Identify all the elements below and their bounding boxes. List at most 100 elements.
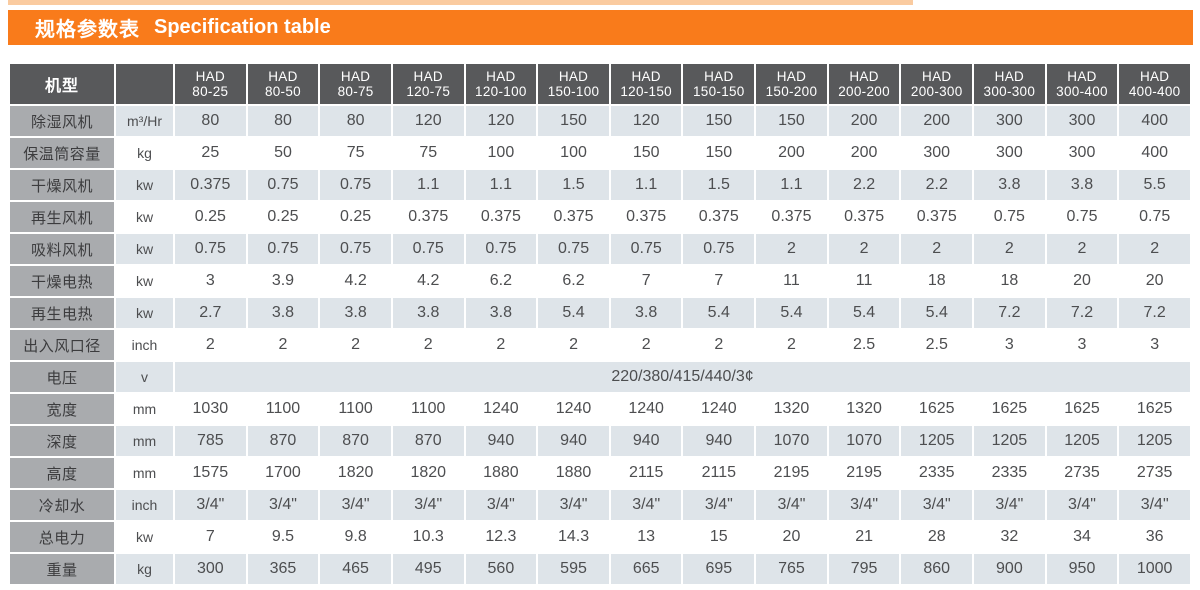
cell-value: 0.375	[683, 202, 755, 232]
row-unit: kw	[116, 170, 173, 200]
model-series: HAD	[195, 68, 226, 84]
cell-value: 2115	[683, 458, 755, 488]
cell-value: 50	[247, 138, 319, 168]
cell-value: 1820	[320, 458, 391, 488]
row-label: 重量	[10, 554, 114, 584]
cell-value: 1205	[901, 426, 973, 456]
spec-row-weight: 重量 kg 300 365 465 495 560 595 665 695 765 795 860 900…	[10, 554, 1190, 584]
model-number: 200-300	[910, 84, 963, 99]
cell-value: 75	[320, 138, 391, 168]
specification-table: 机型 HAD 80-25 HAD 80-50 HAD 80-75 HAD 120-75 HAD 1…	[8, 62, 1192, 586]
model-header-150-200: HAD 150-200	[756, 64, 827, 104]
cell-value: 80	[175, 106, 246, 136]
cell-value: 1240	[465, 394, 537, 424]
cell-value: 0.25	[175, 202, 246, 232]
cell-value: 3.9	[247, 266, 319, 296]
cell-value: 0.75	[320, 170, 391, 200]
cell-value: 0.375	[465, 202, 537, 232]
row-label: 深度	[10, 426, 114, 456]
cell-value: 150	[610, 138, 682, 168]
cell-value: 20	[756, 522, 827, 552]
row-unit: kg	[116, 554, 173, 584]
spec-row-regeneration-heater: 再生电热 kw 2.7 3.8 3.8 3.8 3.8 5.4 3.8 5.4 5.4 5.4 5.4 7…	[10, 298, 1190, 328]
cell-value: 2335	[974, 458, 1045, 488]
cell-value: 80	[247, 106, 319, 136]
cell-value: 2335	[901, 458, 973, 488]
cell-value: 2.2	[828, 170, 900, 200]
model-series: HAD	[849, 68, 879, 84]
spec-row-drying-heater: 干燥电热 kw 3 3.9 4.2 4.2 6.2 6.2 7 7 11 11 18 18 20 20	[10, 266, 1190, 296]
cell-value: 940	[465, 426, 537, 456]
cell-value: 1.1	[756, 170, 827, 200]
cell-value: 1205	[1046, 426, 1118, 456]
cell-value: 3.8	[392, 298, 464, 328]
cell-value: 34	[1046, 522, 1118, 552]
cell-value: 1.1	[392, 170, 464, 200]
cell-value: 5.5	[1119, 170, 1190, 200]
model-series: HAD	[340, 68, 371, 84]
cell-value: 3	[175, 266, 246, 296]
cell-value: 2	[828, 234, 900, 264]
cell-value: 0.375	[538, 202, 609, 232]
cell-value: 5.4	[538, 298, 609, 328]
cell-value: 3/4"	[320, 490, 391, 520]
cell-value: 2195	[828, 458, 900, 488]
cell-value: 5.4	[901, 298, 973, 328]
model-number: 150-100	[547, 84, 600, 99]
row-unit: kw	[116, 234, 173, 264]
cell-value: 300	[901, 138, 973, 168]
model-series: HAD	[922, 68, 952, 84]
cell-value: 300	[175, 554, 246, 584]
cell-value: 14.3	[538, 522, 609, 552]
cell-value: 3/4"	[828, 490, 900, 520]
cell-value: 300	[974, 106, 1045, 136]
row-unit: inch	[116, 490, 173, 520]
cell-value: 3/4"	[175, 490, 246, 520]
cell-value: 1880	[465, 458, 537, 488]
row-label: 干燥风机	[10, 170, 114, 200]
cell-value: 1240	[610, 394, 682, 424]
cell-value: 2.7	[175, 298, 246, 328]
cell-value: 765	[756, 554, 827, 584]
row-label: 除湿风机	[10, 106, 114, 136]
model-series: HAD	[268, 68, 298, 84]
cell-value: 5.4	[683, 298, 755, 328]
model-number: 80-75	[337, 84, 374, 99]
cell-value: 2115	[610, 458, 682, 488]
cell-value: 1070	[828, 426, 900, 456]
model-header-300-300: HAD 300-300	[974, 64, 1045, 104]
cell-value: 0.375	[175, 170, 246, 200]
cell-value: 300	[974, 138, 1045, 168]
cell-value: 0.75	[683, 234, 755, 264]
spec-row-dehumidifying-blower: 除湿风机 m³/Hr 80 80 80 120 120 150 120 150 150 200 200 3…	[10, 106, 1190, 136]
row-label: 再生电热	[10, 298, 114, 328]
cell-value: 6.2	[538, 266, 609, 296]
cell-value: 2	[465, 330, 537, 360]
cell-value: 6.2	[465, 266, 537, 296]
cell-value: 1100	[320, 394, 391, 424]
cell-value: 300	[1046, 138, 1118, 168]
cell-value: 0.375	[610, 202, 682, 232]
cell-value: 1205	[1119, 426, 1190, 456]
cell-value: 900	[974, 554, 1045, 584]
cell-value: 1.1	[465, 170, 537, 200]
cell-value: 2195	[756, 458, 827, 488]
model-number: 400-400	[1128, 84, 1181, 99]
cell-value: 2	[610, 330, 682, 360]
cell-value: 870	[247, 426, 319, 456]
cell-value: 36	[1119, 522, 1190, 552]
model-number: 150-200	[765, 84, 818, 99]
cell-value: 4.2	[392, 266, 464, 296]
spec-row-drying-blower: 干燥风机 kw 0.375 0.75 0.75 1.1 1.1 1.5 1.1 1.5 1.1 2.2…	[10, 170, 1190, 200]
model-series: HAD	[776, 68, 807, 84]
cell-value: 2	[756, 330, 827, 360]
cell-value: 150	[683, 106, 755, 136]
model-number: 200-200	[838, 84, 890, 99]
cell-value: 2	[901, 234, 973, 264]
model-series: HAD	[558, 68, 589, 84]
cell-value: 2	[175, 330, 246, 360]
cell-value: 2	[683, 330, 755, 360]
cell-value: 665	[610, 554, 682, 584]
cell-value: 3/4"	[538, 490, 609, 520]
row-label: 高度	[10, 458, 114, 488]
